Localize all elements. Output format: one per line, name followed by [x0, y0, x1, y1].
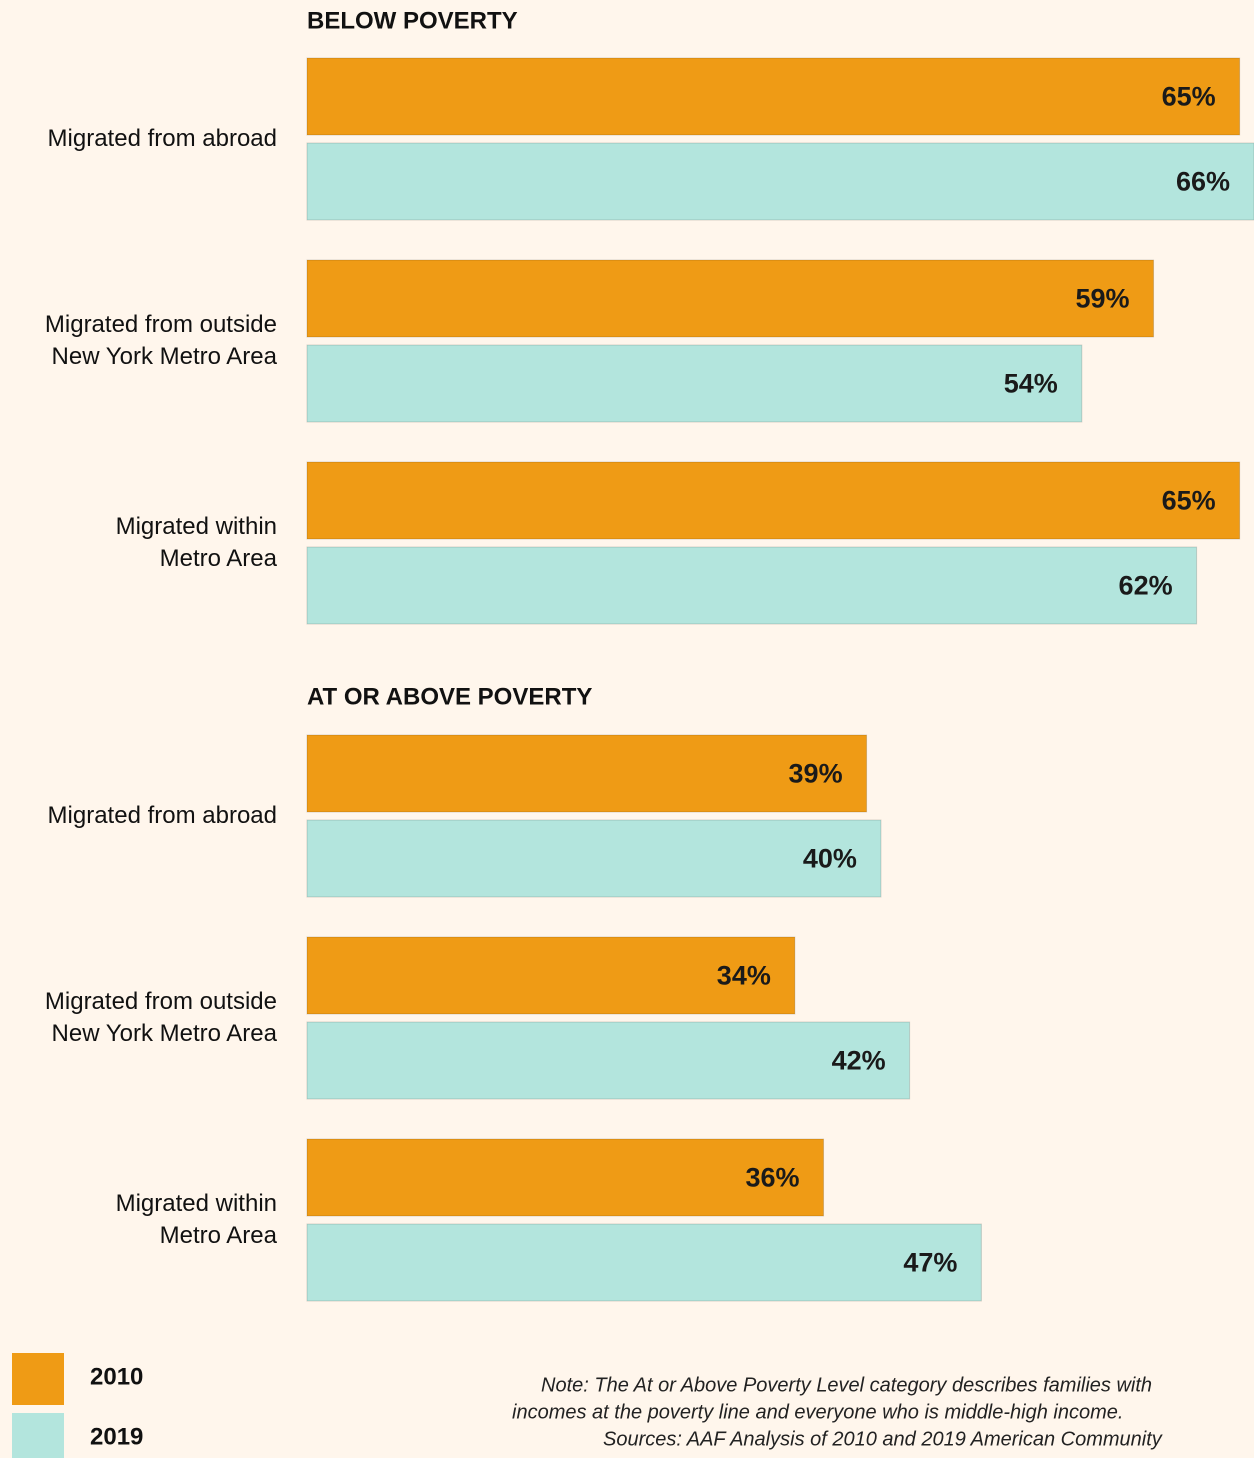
bar — [306, 1223, 982, 1302]
legend-swatch — [12, 1353, 64, 1405]
note-line: incomes at the poverty line and everyone… — [512, 1401, 1123, 1423]
panel-title: BELOW POVERTY — [307, 7, 518, 34]
category-label: Migrated within Metro Area — [115, 1190, 277, 1249]
bar — [306, 259, 1155, 338]
value-label: 54% — [1004, 369, 1058, 399]
bar — [306, 734, 868, 813]
category-label: Migrated from abroad — [47, 125, 277, 152]
bar — [306, 936, 796, 1015]
value-label: 42% — [832, 1046, 886, 1076]
category-label: Migrated from abroad — [47, 802, 277, 829]
bar — [306, 142, 1254, 221]
value-label: 65% — [1162, 82, 1216, 112]
bar — [306, 344, 1083, 423]
value-label: 59% — [1076, 284, 1130, 314]
value-label: 66% — [1176, 167, 1230, 197]
value-label: 34% — [717, 961, 771, 991]
note-line: Sources: AAF Analysis of 2010 and 2019 A… — [603, 1428, 1163, 1450]
value-label: 65% — [1162, 486, 1216, 516]
value-label: 39% — [789, 759, 843, 789]
legend-swatch — [12, 1413, 64, 1458]
bar — [306, 1021, 911, 1100]
value-label: 62% — [1119, 571, 1173, 601]
bar — [306, 461, 1241, 540]
bar — [306, 546, 1198, 625]
category-label: Migrated within Metro Area — [115, 513, 277, 572]
bar — [306, 819, 882, 898]
bar — [306, 1138, 825, 1217]
value-label: 36% — [745, 1163, 799, 1193]
category-label: Migrated from outside New York Metro Are… — [44, 988, 277, 1047]
note-line: Note: The At or Above Poverty Level cate… — [541, 1374, 1152, 1396]
legend-label: 2010 — [90, 1363, 143, 1390]
value-label: 40% — [803, 844, 857, 874]
legend-label: 2019 — [90, 1423, 143, 1450]
bar — [306, 57, 1241, 136]
value-label: 47% — [903, 1248, 957, 1278]
panel-title: AT OR ABOVE POVERTY — [307, 683, 592, 710]
category-label: Migrated from outside New York Metro Are… — [44, 311, 277, 370]
